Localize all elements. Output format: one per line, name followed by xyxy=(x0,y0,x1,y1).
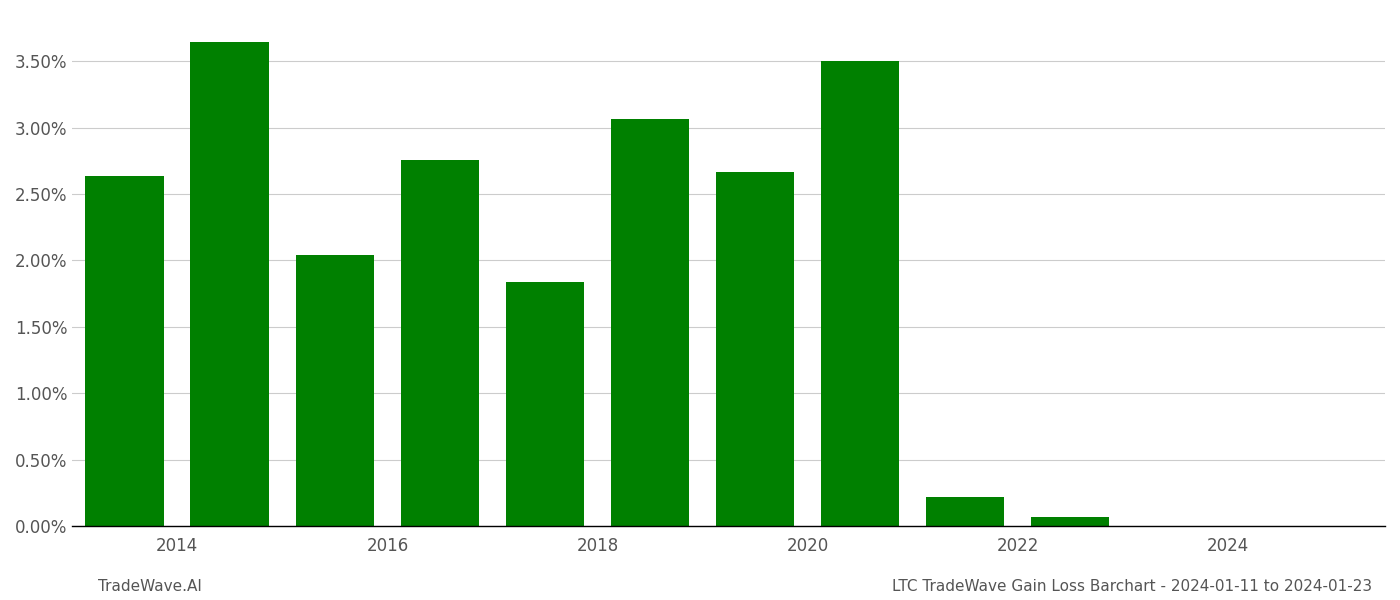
Bar xyxy=(925,497,1004,526)
Text: TradeWave.AI: TradeWave.AI xyxy=(98,579,202,594)
Text: LTC TradeWave Gain Loss Barchart - 2024-01-11 to 2024-01-23: LTC TradeWave Gain Loss Barchart - 2024-… xyxy=(892,579,1372,594)
Bar xyxy=(295,255,374,526)
Bar xyxy=(190,41,269,526)
Bar xyxy=(610,119,689,526)
Bar xyxy=(715,172,794,526)
Bar xyxy=(820,61,899,526)
Bar xyxy=(1030,517,1109,526)
Bar xyxy=(505,282,584,526)
Bar xyxy=(400,160,479,526)
Bar xyxy=(85,176,164,526)
